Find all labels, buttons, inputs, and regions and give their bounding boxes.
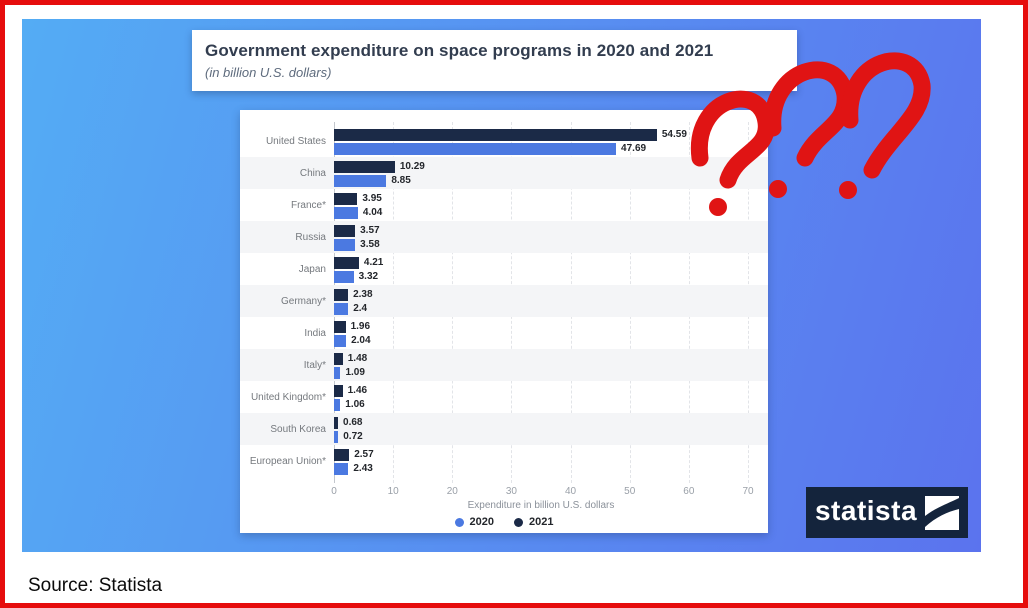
bar-2021: [334, 128, 657, 141]
chart-row: United Kingdom* 1.46 1.06: [240, 381, 768, 413]
x-tick-label: 40: [565, 486, 577, 497]
value-label-2021: 10.29: [399, 161, 425, 172]
bar-2020: [334, 142, 617, 155]
category-label: Italy*: [303, 359, 326, 371]
chart-row: France* 3.95 4.04: [240, 189, 768, 221]
bar-2021: [334, 416, 339, 429]
legend-dot: [514, 517, 523, 527]
category-label: Russia: [295, 231, 326, 243]
category-label: United Kingdom*: [250, 391, 326, 403]
bar-2020: [334, 334, 347, 347]
x-tick-label: 30: [505, 486, 517, 497]
value-label-2020: 8.85: [391, 175, 411, 186]
x-tick-label: 60: [683, 486, 695, 497]
legend-item-2020: 2020: [454, 516, 494, 528]
chart-card: United States 54.59 47.69 China 10.29 8.85 Fra…: [240, 110, 768, 533]
category-label: China: [299, 167, 326, 179]
bar-2020: [334, 174, 387, 187]
category-label: South Korea: [270, 423, 326, 435]
value-label-2020: 1.09: [345, 367, 365, 378]
chart-title-block: Government expenditure on space programs…: [192, 30, 797, 91]
category-label: Germany*: [280, 295, 326, 307]
value-label-2021: 1.46: [347, 385, 368, 396]
x-tick-label: 0: [331, 486, 337, 497]
chart-row: United States 54.59 47.69: [240, 125, 768, 157]
chart-row: European Union* 2.57 2.43: [240, 445, 768, 477]
chart-subtitle: (in billion U.S. dollars): [205, 65, 332, 80]
value-label-2021: 2.57: [354, 449, 374, 460]
bar-2021: [334, 352, 343, 365]
value-label-2021: 3.57: [360, 225, 380, 236]
category-label: Japan: [298, 263, 326, 275]
value-label-2020: 47.69: [621, 143, 647, 154]
chart-row: Japan 4.21 3.32: [240, 253, 768, 285]
chart-row: Italy* 1.48 1.09: [240, 349, 768, 381]
bar-2021: [334, 448, 350, 461]
bar-2021: [334, 224, 356, 237]
bar-2021: [334, 320, 346, 333]
value-label-2020: 2.4: [353, 303, 368, 314]
bar-2021: [334, 256, 359, 269]
chart-row: India 1.96 2.04: [240, 317, 768, 349]
value-label-2021: 54.59: [661, 129, 687, 140]
category-label: India: [304, 327, 326, 339]
value-label-2020: 1.06: [345, 399, 365, 410]
bar-2020: [334, 206, 358, 219]
value-label-2021: 0.68: [343, 417, 363, 428]
value-label-2020: 0.72: [343, 431, 363, 442]
x-tick-label: 70: [742, 486, 754, 497]
chart-row: Russia 3.57 3.58: [240, 221, 768, 253]
x-tick-label: 50: [624, 486, 636, 497]
bar-2020: [334, 462, 349, 475]
x-tick-label: 20: [446, 486, 458, 497]
value-label-2021: 3.95: [362, 193, 382, 204]
statista-logo-icon: [925, 495, 960, 530]
value-label-2021: 1.96: [350, 321, 371, 332]
value-label-2021: 2.38: [353, 289, 373, 300]
chart-row: South Korea 0.68 0.72: [240, 413, 768, 445]
source-caption: Source: Statista: [28, 575, 163, 596]
bar-rows: United States 54.59 47.69 China 10.29 8.85 Fra…: [240, 125, 768, 477]
category-label: France*: [290, 199, 326, 211]
category-label: United States: [265, 135, 326, 147]
bar-2020: [334, 302, 349, 315]
bar-2020: [334, 430, 339, 443]
legend-label: 2020: [469, 516, 494, 528]
statista-logo-text: statista: [814, 495, 918, 526]
bar-2020: [334, 270, 354, 283]
legend-item-2021: 2021: [514, 516, 553, 528]
value-label-2021: 4.21: [363, 257, 384, 268]
x-axis-ticks: 0 10 20 30 40 50 60 70: [331, 486, 753, 498]
chart-row: Germany* 2.38 2.4: [240, 285, 768, 317]
value-label-2020: 2.43: [353, 463, 373, 474]
bar-2021: [334, 288, 349, 301]
bar-2021: [334, 384, 343, 397]
bar-2020: [334, 238, 356, 251]
legend-label: 2021: [529, 516, 554, 528]
chart-row: China 10.29 8.85: [240, 157, 768, 189]
bar-2021: [334, 160, 395, 173]
legend-dot: [454, 517, 464, 527]
value-label-2020: 2.04: [351, 335, 371, 346]
bar-2021: [334, 192, 358, 205]
bar-2020: [334, 366, 341, 379]
statista-logo: statista: [806, 487, 968, 538]
chart-title: Government expenditure on space programs…: [205, 41, 714, 60]
value-label-2020: 3.58: [360, 239, 380, 250]
x-axis-label: Expenditure in billion U.S. dollars: [467, 500, 615, 511]
x-tick-label: 10: [387, 486, 399, 497]
value-label-2020: 3.32: [358, 271, 379, 282]
value-label-2021: 1.48: [347, 353, 368, 364]
value-label-2020: 4.04: [362, 207, 383, 218]
bar-2020: [334, 398, 341, 411]
category-label: European Union*: [249, 455, 326, 467]
chart-legend: 2020 2021: [240, 516, 768, 528]
